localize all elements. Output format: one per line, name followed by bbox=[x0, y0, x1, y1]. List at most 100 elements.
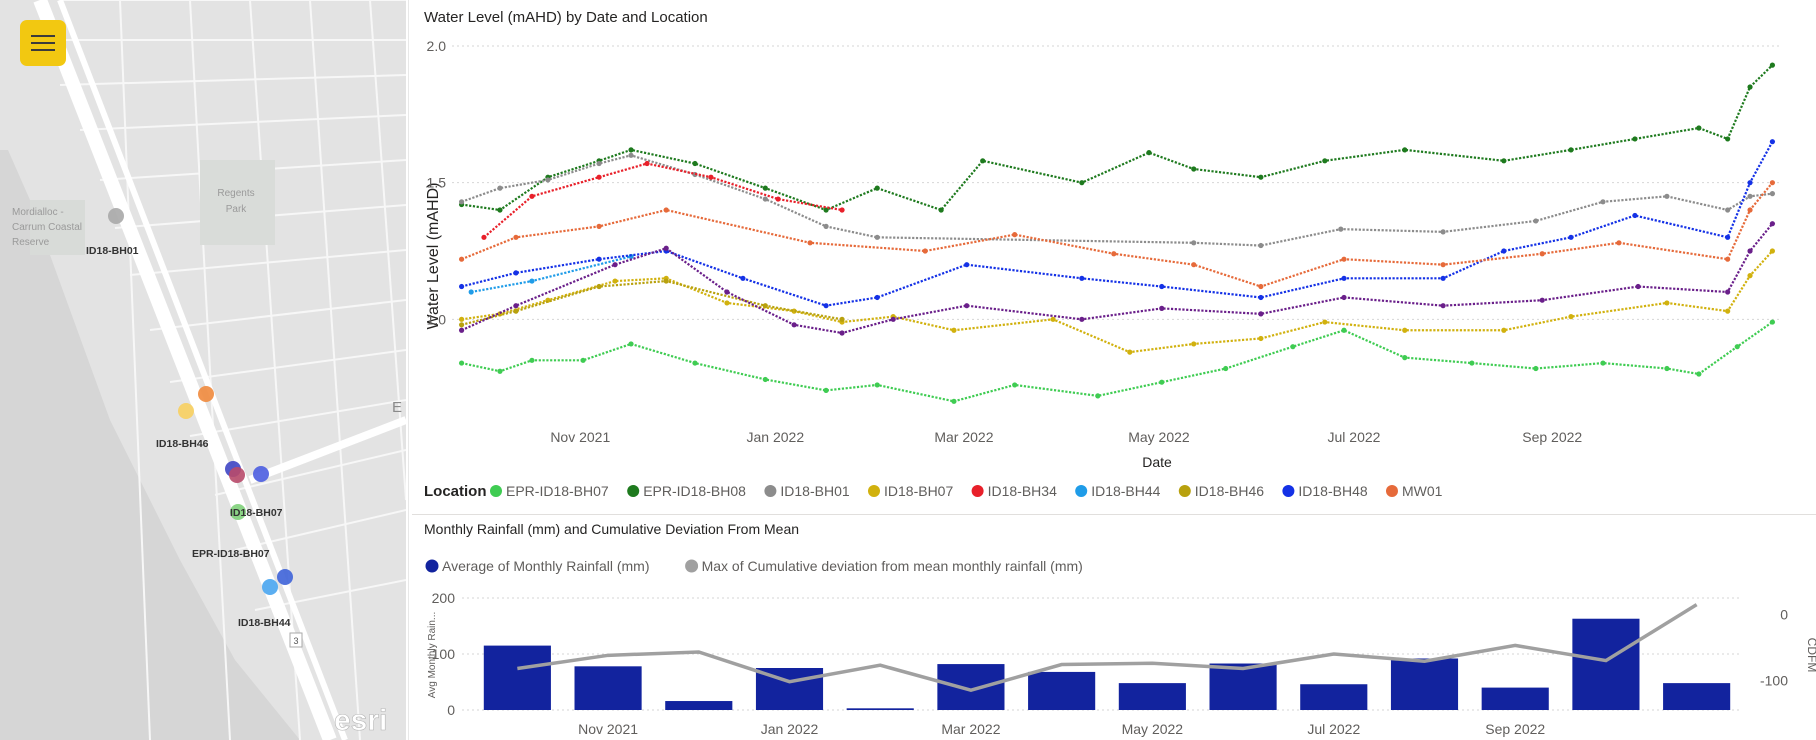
data-point[interactable] bbox=[1747, 84, 1753, 90]
data-point[interactable] bbox=[497, 368, 503, 374]
data-point[interactable] bbox=[513, 303, 519, 309]
data-point[interactable] bbox=[1079, 275, 1085, 281]
data-point[interactable] bbox=[1725, 256, 1731, 262]
legend-item[interactable]: ID18-BH07 bbox=[868, 483, 953, 499]
data-point[interactable] bbox=[839, 207, 845, 213]
data-point[interactable] bbox=[580, 357, 586, 363]
cdfm-line[interactable] bbox=[517, 603, 1698, 693]
data-point[interactable] bbox=[1769, 248, 1776, 254]
data-point[interactable] bbox=[1012, 232, 1018, 238]
data-point[interactable] bbox=[1696, 125, 1702, 131]
water-level-series[interactable] bbox=[458, 62, 1776, 404]
data-point[interactable] bbox=[964, 262, 970, 268]
map-canvas[interactable]: Mordialloc - Carrum Coastal Reserve Rege… bbox=[0, 0, 406, 740]
data-point[interactable] bbox=[1769, 191, 1776, 197]
data-point[interactable] bbox=[1258, 174, 1264, 180]
data-point[interactable] bbox=[1258, 283, 1264, 290]
data-point[interactable] bbox=[1747, 273, 1753, 279]
data-point[interactable] bbox=[596, 174, 602, 180]
map-point-marker[interactable] bbox=[253, 466, 269, 482]
data-point[interactable] bbox=[775, 196, 781, 202]
data-point[interactable] bbox=[1769, 139, 1776, 145]
rainfall-bar[interactable] bbox=[574, 666, 642, 710]
data-point[interactable] bbox=[1725, 234, 1731, 240]
data-point[interactable] bbox=[1725, 136, 1731, 142]
data-point[interactable] bbox=[1258, 311, 1264, 317]
data-point[interactable] bbox=[692, 160, 698, 167]
data-point[interactable] bbox=[1079, 180, 1085, 186]
data-point[interactable] bbox=[1223, 365, 1229, 372]
data-point[interactable] bbox=[596, 223, 602, 229]
data-point[interactable] bbox=[1747, 180, 1753, 186]
data-point[interactable] bbox=[513, 234, 519, 240]
data-point[interactable] bbox=[458, 316, 465, 322]
data-point[interactable] bbox=[1191, 240, 1197, 246]
series-id18-bh46[interactable] bbox=[458, 278, 845, 328]
data-point[interactable] bbox=[951, 327, 957, 333]
rainfall-legend[interactable]: Average of Monthly Rainfall (mm) Max of C… bbox=[425, 558, 1083, 574]
series-epr-id18-bh07[interactable] bbox=[458, 319, 1776, 404]
data-point[interactable] bbox=[628, 341, 634, 347]
data-point[interactable] bbox=[1600, 360, 1606, 366]
data-point[interactable] bbox=[596, 256, 602, 262]
data-point[interactable] bbox=[1191, 166, 1197, 172]
map-point-marker[interactable] bbox=[262, 579, 278, 595]
map-point-marker[interactable] bbox=[108, 208, 124, 224]
data-point[interactable] bbox=[1079, 316, 1085, 322]
series-id18-bh44[interactable] bbox=[468, 253, 634, 295]
series-id18-bh34[interactable] bbox=[481, 160, 845, 240]
rainfall-bar[interactable] bbox=[1118, 683, 1186, 710]
data-point[interactable] bbox=[513, 308, 519, 314]
data-point[interactable] bbox=[1322, 319, 1328, 325]
data-point[interactable] bbox=[1258, 294, 1264, 301]
data-point[interactable] bbox=[481, 234, 487, 240]
data-point[interactable] bbox=[1769, 180, 1776, 186]
rainfall-bar[interactable] bbox=[1209, 663, 1277, 710]
data-point[interactable] bbox=[1501, 158, 1507, 164]
data-point[interactable] bbox=[1725, 308, 1731, 314]
data-point[interactable] bbox=[612, 262, 618, 268]
rainfall-bar[interactable] bbox=[937, 664, 1005, 710]
rainfall-bar[interactable] bbox=[846, 708, 914, 710]
data-point[interactable] bbox=[874, 185, 880, 191]
data-point[interactable] bbox=[1440, 275, 1446, 281]
data-point[interactable] bbox=[1747, 193, 1753, 199]
data-point[interactable] bbox=[1012, 382, 1018, 388]
series-id18-bh07[interactable] bbox=[458, 248, 1776, 355]
data-point[interactable] bbox=[1258, 242, 1264, 249]
map-point-marker[interactable] bbox=[277, 569, 293, 585]
series-id18-bh48[interactable] bbox=[458, 139, 1776, 309]
data-point[interactable] bbox=[1338, 226, 1344, 232]
data-point[interactable] bbox=[1258, 335, 1264, 342]
rainfall-bars[interactable] bbox=[483, 618, 1731, 710]
data-point[interactable] bbox=[922, 248, 928, 254]
data-point[interactable] bbox=[823, 207, 829, 213]
data-point[interactable] bbox=[740, 275, 746, 281]
data-point[interactable] bbox=[628, 147, 634, 153]
data-point[interactable] bbox=[1632, 136, 1638, 142]
data-point[interactable] bbox=[529, 357, 535, 363]
map-point-marker[interactable] bbox=[230, 504, 246, 520]
data-point[interactable] bbox=[839, 330, 845, 336]
rainfall-bar[interactable] bbox=[1663, 683, 1731, 710]
legend-item[interactable]: ID18-BH48 bbox=[1282, 483, 1368, 499]
legend-item[interactable]: ID18-BH44 bbox=[1075, 483, 1161, 499]
data-point[interactable] bbox=[1341, 327, 1347, 333]
data-point[interactable] bbox=[468, 289, 474, 295]
rainfall-bar[interactable] bbox=[665, 701, 733, 710]
map-point-marker[interactable] bbox=[178, 403, 194, 419]
data-point[interactable] bbox=[1664, 300, 1670, 306]
data-point[interactable] bbox=[1539, 251, 1545, 257]
data-point[interactable] bbox=[1533, 218, 1539, 224]
data-point[interactable] bbox=[1769, 221, 1776, 227]
data-point[interactable] bbox=[1440, 229, 1446, 235]
data-point[interactable] bbox=[692, 360, 698, 366]
data-point[interactable] bbox=[1635, 283, 1641, 290]
data-point[interactable] bbox=[1191, 262, 1197, 268]
data-point[interactable] bbox=[1440, 262, 1446, 268]
data-point[interactable] bbox=[1159, 283, 1165, 290]
data-point[interactable] bbox=[762, 303, 768, 309]
data-point[interactable] bbox=[762, 376, 768, 383]
data-point[interactable] bbox=[839, 316, 845, 322]
rainfall-bar[interactable] bbox=[1481, 687, 1549, 710]
